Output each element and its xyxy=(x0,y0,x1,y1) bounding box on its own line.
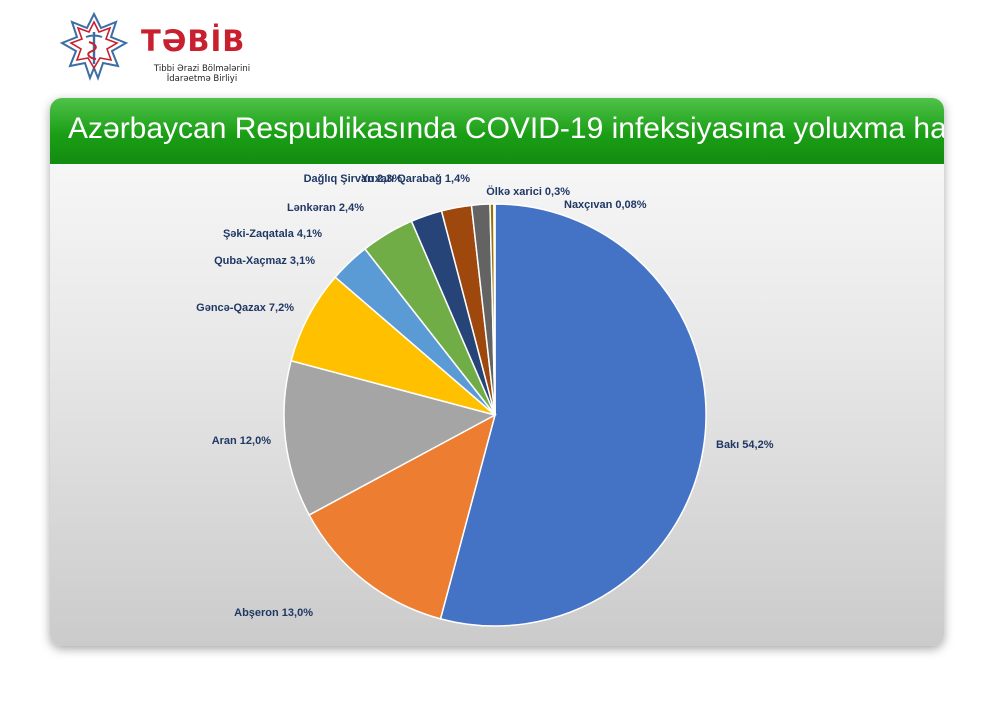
chart-title: Azərbaycan Respublikasında COVID-19 infe… xyxy=(68,112,944,145)
pie-label--ki-zaqatala: Şəki-Zaqatala 4,1% xyxy=(223,228,322,240)
pie-slice-bak- xyxy=(439,203,707,627)
tabib-emblem-icon xyxy=(59,12,129,81)
logo-name: TƏBİB xyxy=(141,24,246,58)
pie-label-bak-: Bakı 54,2% xyxy=(716,439,774,451)
pie-label-l-nk-ran: Lənkəran 2,4% xyxy=(287,202,364,214)
pie-slice-ab-eron xyxy=(308,413,497,620)
pie-label--lk-xarici: Ölkə xarici 0,3% xyxy=(486,185,570,198)
pie-slice-nax-van xyxy=(493,203,496,416)
pie-label-quba-xa-maz: Quba-Xaçmaz 3,1% xyxy=(214,255,315,267)
pie-chart: Bakı 54,2% Abşeron 13,0% Aran 12,0% Gəncə-Q… xyxy=(196,173,774,627)
pie-label-da-l-q-irvan: Dağlıq Şirvan 2,3% xyxy=(304,173,403,185)
logo-subtitle-line1: Tibbi Ərazi Bölmələrini xyxy=(153,64,251,74)
pie-label-aran: Aran 12,0% xyxy=(212,435,272,447)
tabib-logo: TƏBİB Tibbi Ərazi Bölmələrini İdarəetmə … xyxy=(58,12,258,84)
pie-label-yuxar-qaraba-: Yuxarı Qarabağ 1,4% xyxy=(361,173,470,185)
pie-slice-aran xyxy=(283,359,498,516)
pie-label-ab-eron: Abşeron 13,0% xyxy=(234,607,313,619)
pie-label-g-nc-qazax: Gəncə-Qazax 7,2% xyxy=(196,302,294,314)
logo-subtitle-line2: İdarəetmə Birliyi xyxy=(166,74,238,84)
pie-label-nax-van: Naxçıvan 0,08% xyxy=(564,199,647,211)
chart-card: Azərbaycan Respublikasında COVID-19 infe… xyxy=(50,98,944,646)
logo-subtitle: Tibbi Ərazi Bölmələrini İdarəetmə Birliy… xyxy=(142,64,262,84)
chart-header: Azərbaycan Respublikasında COVID-19 infe… xyxy=(50,98,944,164)
